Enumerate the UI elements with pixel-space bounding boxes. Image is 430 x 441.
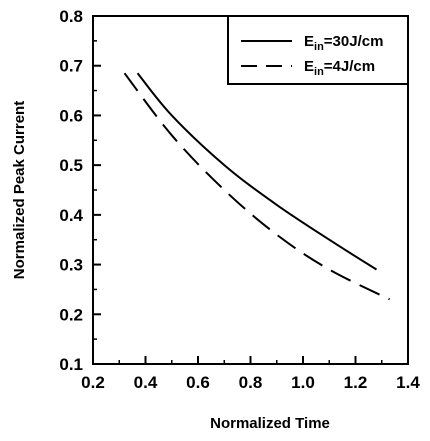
y-tick-label: 0.1 [59, 355, 83, 374]
y-tick-label: 0.4 [59, 206, 83, 225]
legend-label-series-1-main: E [304, 33, 314, 50]
x-tick-label: 1.4 [396, 373, 420, 392]
x-tick-labels: 0.2 0.4 0.6 0.8 1.0 1.2 1.4 [81, 373, 420, 392]
x-tick-label: 0.6 [186, 373, 210, 392]
y-tick-label: 0.5 [59, 156, 83, 175]
legend: Ein=30J/cm Ein=4J/cm [227, 15, 409, 85]
y-tick-label: 0.6 [59, 106, 83, 125]
x-tick-label: 1.2 [344, 373, 368, 392]
legend-label-series-2: Ein=4J/cm [304, 58, 375, 78]
legend-label-series-1-sub: in [314, 41, 324, 53]
y-axis-title: Normalized Peak Current [11, 101, 28, 279]
x-tick-label: 0.8 [239, 373, 263, 392]
y-tick-labels: 0.1 0.2 0.3 0.4 0.5 0.6 0.7 0.8 [59, 7, 83, 374]
series-line-1 [136, 72, 378, 271]
legend-label-series-2-main: E [304, 58, 314, 75]
x-tick-label: 1.0 [291, 373, 315, 392]
legend-box [227, 15, 409, 85]
y-tick-label: 0.7 [59, 57, 83, 76]
y-tick-label: 0.2 [59, 305, 83, 324]
x-tick-label: 0.4 [134, 373, 158, 392]
legend-label-series-2-rest: =4J/cm [324, 58, 375, 75]
series-line-2 [123, 72, 391, 301]
legend-label-series-1: Ein=30J/cm [304, 33, 383, 53]
legend-label-series-1-rest: =30J/cm [324, 33, 384, 50]
x-tick-label: 0.2 [81, 373, 105, 392]
y-tick-label: 0.8 [59, 7, 83, 26]
x-axis-title: Normalized Time [210, 415, 330, 432]
y-tick-label: 0.3 [59, 256, 83, 275]
axis-ticks [92, 15, 409, 365]
legend-label-series-2-sub: in [314, 66, 324, 78]
series-lines [123, 72, 391, 301]
